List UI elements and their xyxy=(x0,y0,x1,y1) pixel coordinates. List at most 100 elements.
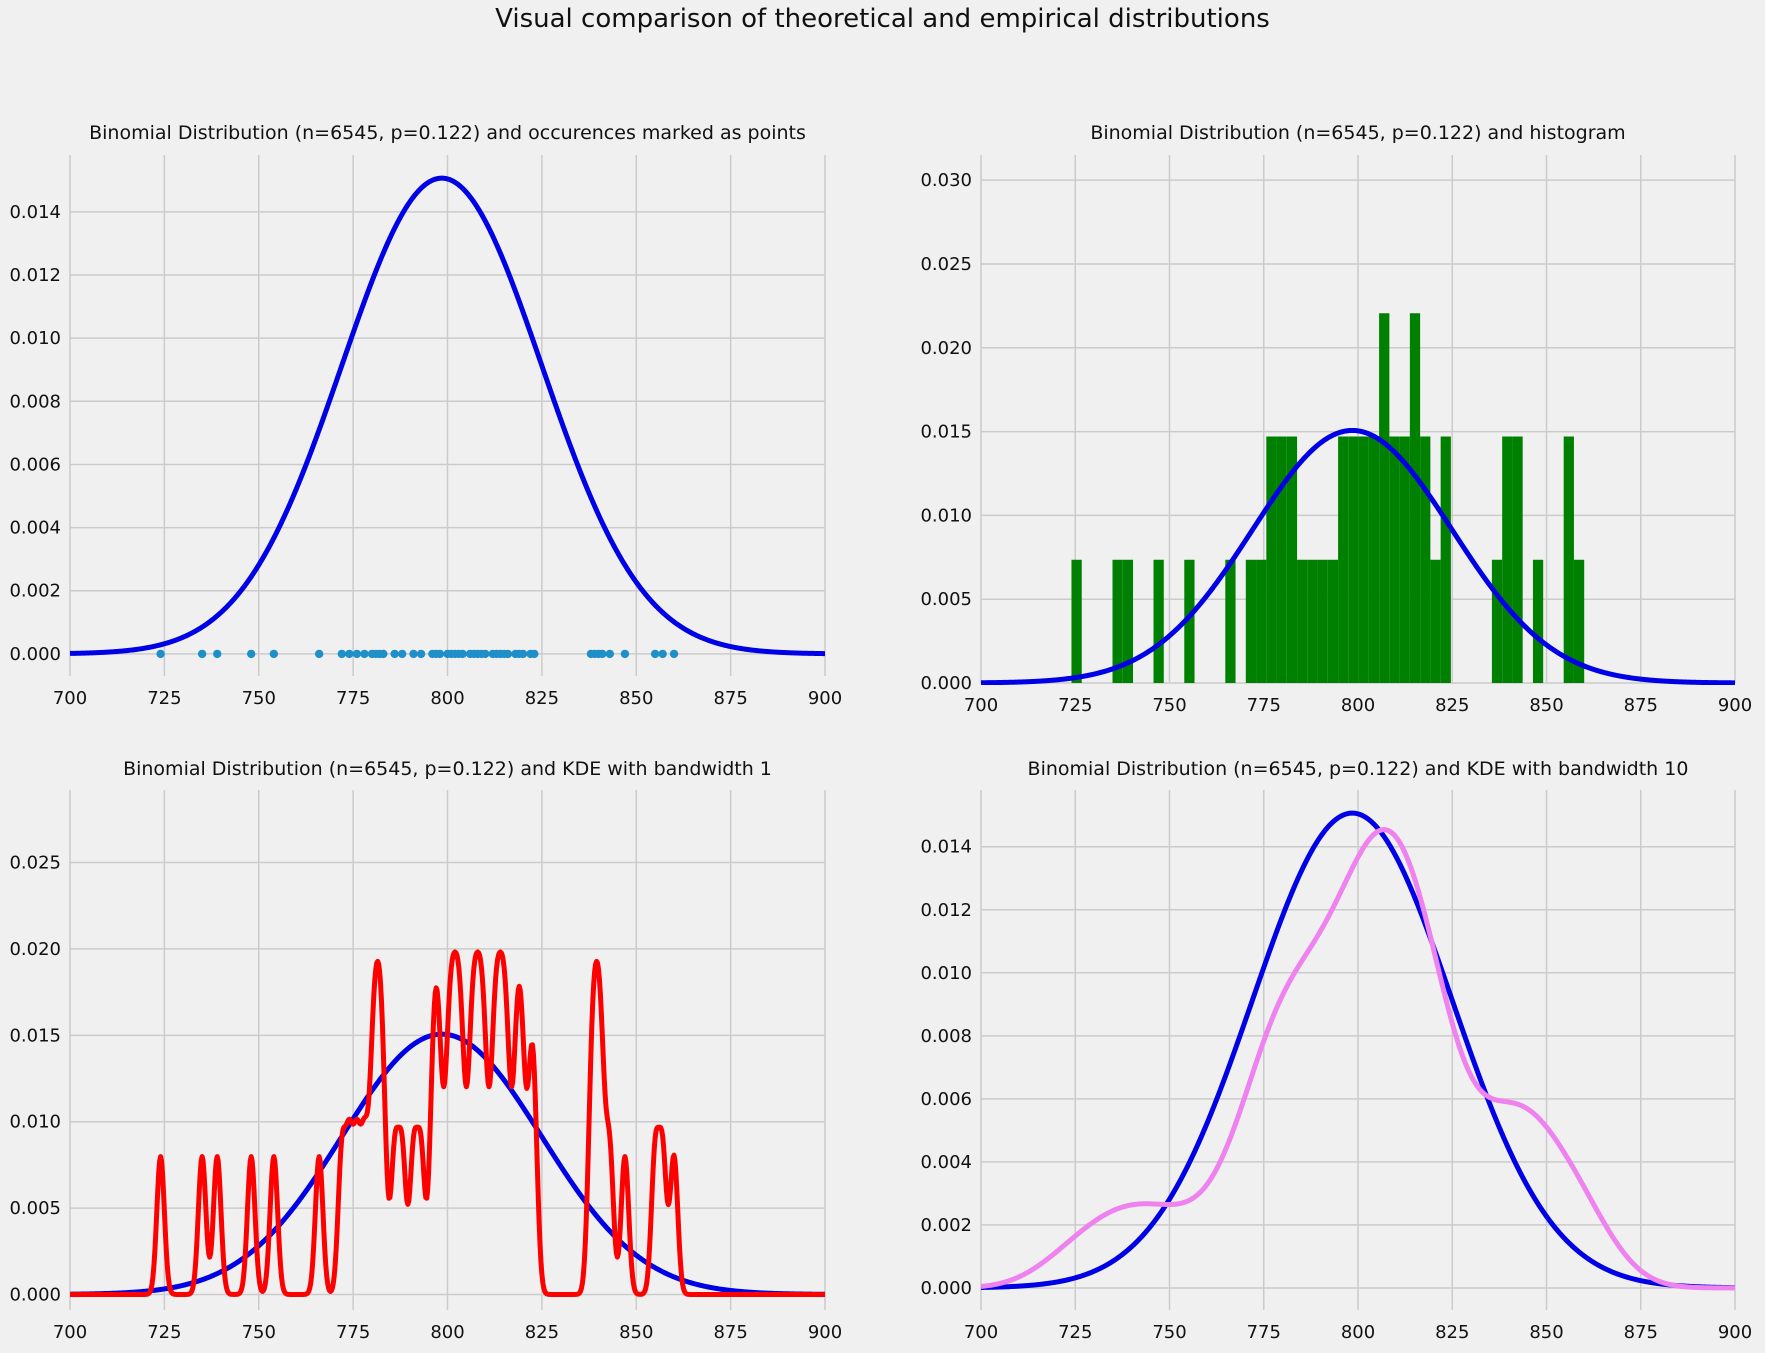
occurrence-point xyxy=(345,649,354,659)
subplot-title: Binomial Distribution (n=6545, p=0.122) … xyxy=(89,122,806,144)
occurrence-point xyxy=(409,649,418,659)
histogram-bar xyxy=(1409,313,1421,683)
x-tick-label: 900 xyxy=(808,688,842,709)
y-tick-label: 0.020 xyxy=(920,338,972,359)
subplot-4: Binomial Distribution (n=6545, p=0.122) … xyxy=(920,758,1752,1343)
occurrence-point xyxy=(669,649,679,659)
y-tick-label: 0.000 xyxy=(920,1278,972,1299)
histogram-bar xyxy=(1368,436,1380,683)
occurrence-point xyxy=(390,649,399,659)
x-tick-label: 800 xyxy=(1341,1322,1375,1343)
histogram-bar xyxy=(1563,436,1574,683)
y-tick-label: 0.004 xyxy=(9,518,61,539)
x-tick-label: 700 xyxy=(964,1322,998,1343)
histogram-bar xyxy=(1122,559,1134,683)
occurrence-point xyxy=(650,649,660,659)
x-tick-label: 725 xyxy=(1058,695,1092,716)
subplot-2: Binomial Distribution (n=6545, p=0.122) … xyxy=(920,122,1752,716)
plot-area xyxy=(70,949,825,1297)
occurrence-point xyxy=(435,649,445,659)
y-tick-label: 0.002 xyxy=(9,581,61,602)
x-tick-label: 900 xyxy=(808,1322,842,1343)
histogram-bar xyxy=(1225,559,1236,683)
y-tick-label: 0.015 xyxy=(9,1025,61,1046)
histogram-bar xyxy=(1512,436,1523,683)
occurrence-point xyxy=(352,649,362,659)
histogram-bar xyxy=(1348,436,1359,683)
y-tick-label: 0.005 xyxy=(920,589,972,610)
histogram-bar xyxy=(1358,436,1369,683)
x-tick-label: 800 xyxy=(1341,695,1375,716)
histogram-bar xyxy=(1266,436,1277,683)
occurrence-point xyxy=(605,649,615,659)
occurrence-point xyxy=(518,649,528,659)
occurrence-point xyxy=(314,649,324,659)
subplot-title: Binomial Distribution (n=6545, p=0.122) … xyxy=(123,758,772,780)
histogram-bar xyxy=(1317,559,1328,683)
histogram-bar xyxy=(1420,436,1431,683)
histogram-bar xyxy=(1327,559,1339,683)
histogram-bar xyxy=(1573,559,1585,683)
binomial-curve xyxy=(70,175,825,657)
x-tick-label: 800 xyxy=(430,1322,464,1343)
occurrence-point xyxy=(530,649,539,659)
plot-area xyxy=(981,313,1735,685)
x-tick-label: 825 xyxy=(1435,1322,1469,1343)
histogram-bar xyxy=(1071,559,1082,683)
subplot-title: Binomial Distribution (n=6545, p=0.122) … xyxy=(1028,758,1689,780)
x-tick-label: 750 xyxy=(242,688,276,709)
histogram-bar xyxy=(1184,559,1195,683)
histogram-bar xyxy=(1379,313,1390,683)
x-tick-label: 900 xyxy=(1718,1322,1752,1343)
y-tick-label: 0.010 xyxy=(9,1112,61,1133)
x-tick-label: 700 xyxy=(964,695,998,716)
y-tick-label: 0.006 xyxy=(9,454,61,475)
y-tick-label: 0.025 xyxy=(920,254,972,275)
histogram-bar xyxy=(1430,559,1441,683)
occurrence-point xyxy=(416,649,426,659)
y-tick-label: 0.014 xyxy=(920,837,972,858)
x-tick-label: 825 xyxy=(525,1322,559,1343)
subplot-1: Binomial Distribution (n=6545, p=0.122) … xyxy=(9,122,842,709)
histogram-bar xyxy=(1307,559,1318,683)
x-tick-label: 875 xyxy=(1624,695,1658,716)
y-tick-label: 0.012 xyxy=(9,265,61,286)
histogram-bar xyxy=(1245,559,1257,683)
histogram-bar xyxy=(1276,436,1287,683)
x-tick-label: 875 xyxy=(713,1322,747,1343)
histogram-bar xyxy=(1297,559,1308,683)
x-tick-label: 725 xyxy=(147,688,181,709)
y-tick-label: 0.004 xyxy=(920,1152,972,1173)
histogram-bar xyxy=(1491,559,1503,683)
y-tick-label: 0.030 xyxy=(920,170,972,191)
x-tick-label: 775 xyxy=(336,1322,370,1343)
y-tick-label: 0.005 xyxy=(9,1198,61,1219)
histogram-bar xyxy=(1338,436,1349,683)
x-tick-label: 775 xyxy=(1247,695,1281,716)
y-tick-label: 0.012 xyxy=(920,900,972,921)
x-tick-label: 900 xyxy=(1718,695,1752,716)
histogram-bar xyxy=(1153,559,1164,683)
histogram-bar xyxy=(1112,559,1123,683)
y-tick-label: 0.010 xyxy=(920,963,972,984)
subplot-3: Binomial Distribution (n=6545, p=0.122) … xyxy=(9,758,842,1343)
y-tick-label: 0.002 xyxy=(920,1215,972,1236)
y-tick-label: 0.010 xyxy=(9,328,61,349)
histogram-bar xyxy=(1440,436,1451,683)
occurrence-point xyxy=(360,649,369,659)
x-tick-label: 850 xyxy=(619,688,653,709)
x-tick-label: 775 xyxy=(336,688,370,709)
histogram-bar xyxy=(1532,559,1544,683)
occurrence-point xyxy=(598,649,607,659)
y-tick-label: 0.015 xyxy=(920,422,972,443)
kde-curve-bw1 xyxy=(70,949,825,1297)
occurrence-point xyxy=(269,649,279,659)
x-tick-label: 725 xyxy=(147,1322,181,1343)
y-tick-label: 0.010 xyxy=(920,505,972,526)
occurrence-point xyxy=(156,649,165,659)
occurrence-point xyxy=(481,649,490,659)
x-tick-label: 750 xyxy=(1152,1322,1186,1343)
binomial-curve xyxy=(981,427,1735,685)
